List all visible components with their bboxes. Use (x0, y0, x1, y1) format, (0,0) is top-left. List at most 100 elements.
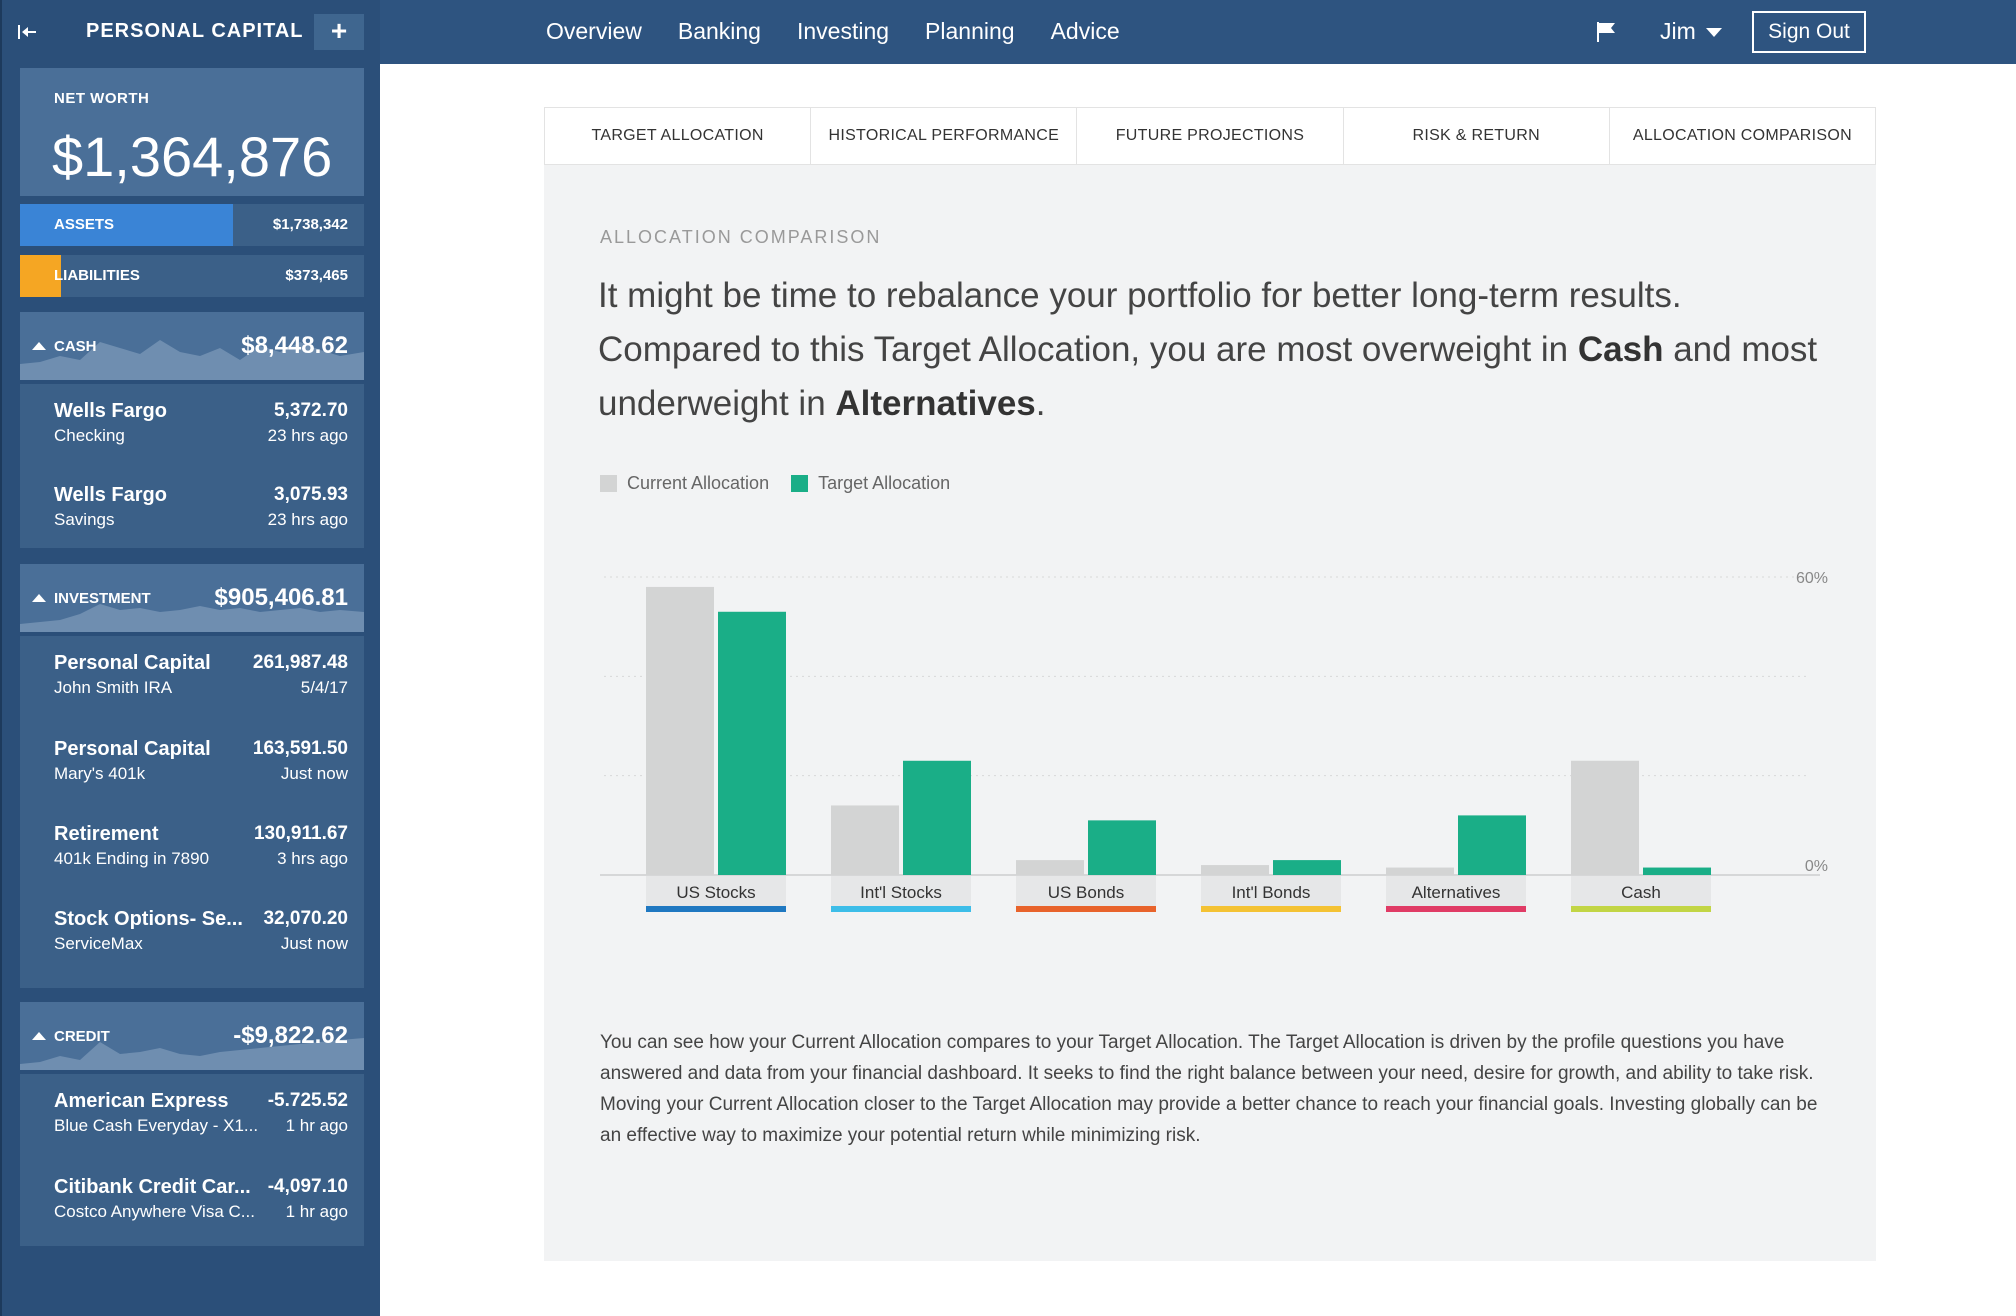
credit-accounts: American Express Blue Cash Everyday - X1… (20, 1074, 364, 1246)
legend-item-current[interactable]: Current Allocation (600, 473, 769, 494)
account-type: 401k Ending in 7890 (54, 849, 210, 868)
tab-allocation-comparison[interactable]: ALLOCATION COMPARISON (1632, 127, 1852, 144)
investment-accounts: Personal Capital John Smith IRA 261,987.… (20, 636, 364, 988)
legend-item-target[interactable]: Target Allocation (791, 473, 950, 494)
headline-underweight: Alternatives (835, 384, 1036, 423)
bar-current-allocation (1016, 860, 1084, 875)
account-balance: 32,070.20 (263, 908, 348, 929)
assets-value: $1,738,342 (272, 216, 348, 233)
account-updated: Just now (280, 934, 348, 953)
collapse-caret-icon[interactable] (32, 1032, 46, 1040)
investment-section-header[interactable]: INVESTMENT $905,406.81 (20, 564, 364, 632)
liabilities-value: $373,465 (285, 267, 348, 284)
category-label: US Stocks (676, 883, 755, 902)
bar-current-allocation (1386, 867, 1454, 875)
account-updated: Just now (280, 764, 348, 783)
legend-swatch (791, 475, 809, 492)
category-label: US Bonds (1048, 883, 1125, 902)
analysis-tabs: TARGET ALLOCATION HISTORICAL PERFORMANCE… (544, 107, 1876, 165)
account-name: Stock Options- Se... (54, 908, 243, 930)
investment-total: $905,406.81 (214, 584, 348, 611)
bar-current-allocation (831, 805, 899, 875)
y-tick-label: 0% (1805, 858, 1828, 875)
sign-out-button[interactable]: Sign Out (1752, 11, 1866, 53)
bar-target-allocation (1273, 860, 1341, 875)
account-updated: 1 hr ago (285, 1116, 348, 1135)
account-name: Wells Fargo (54, 484, 167, 506)
legend-swatch (600, 475, 617, 492)
category-label-box (1201, 876, 1341, 906)
account-item[interactable]: Retirement 401k Ending in 7890 130,911.6… (20, 823, 364, 903)
headline-text: and most underweight in (598, 330, 1818, 423)
investment-label: INVESTMENT (54, 590, 151, 607)
account-updated: 23 hrs ago (267, 510, 348, 529)
account-item[interactable]: American Express Blue Cash Everyday - X1… (20, 1090, 364, 1170)
nav-banking[interactable]: Banking (677, 18, 761, 44)
y-tick-label: 60% (1796, 570, 1828, 587)
cash-section-header[interactable]: CASH $8,448.62 (20, 312, 364, 380)
category-label: Int'l Bonds (1232, 883, 1311, 902)
category-color-bar (1201, 906, 1341, 912)
collapse-sidebar-icon[interactable] (16, 20, 40, 44)
account-item[interactable]: Wells Fargo Savings 3,075.93 23 hrs ago (20, 484, 364, 564)
category-label: Int'l Stocks (860, 883, 942, 902)
cash-total: $8,448.62 (241, 332, 348, 359)
account-item[interactable]: Stock Options- Se... ServiceMax 32,070.2… (20, 908, 364, 988)
tab-target-allocation[interactable]: TARGET ALLOCATION (545, 108, 812, 164)
account-type: ServiceMax (54, 934, 143, 953)
headline: It might be time to rebalance your portf… (598, 269, 1838, 431)
account-balance: -4,097.10 (267, 1176, 348, 1197)
nav-advice[interactable]: Advice (1050, 18, 1120, 44)
category-color-bar (1571, 906, 1711, 912)
account-item[interactable]: Citibank Credit Car... Costco Anywhere V… (20, 1176, 364, 1256)
collapse-caret-icon[interactable] (32, 342, 46, 350)
account-item[interactable]: Personal Capital Mary's 401k 163,591.50 … (20, 738, 364, 818)
account-balance: 163,591.50 (252, 738, 348, 759)
allocation-comparison-card: ALLOCATION COMPARISON It might be time t… (544, 165, 1876, 1261)
headline-overweight: Cash (1577, 330, 1664, 369)
net-worth-label: NET WORTH (54, 90, 150, 107)
assets-label: ASSETS (54, 216, 115, 233)
account-name: Personal Capital (54, 738, 211, 760)
bar-target-allocation (718, 611, 786, 875)
credit-section-header[interactable]: CREDIT -$9,822.62 (20, 1002, 364, 1070)
sidebar: PERSONAL CAPITAL + NET WORTH $1,364,876 … (0, 0, 380, 1316)
tab-risk-return[interactable]: RISK & RETURN (1344, 108, 1610, 164)
account-type: Checking (54, 426, 125, 445)
account-name: Retirement (54, 823, 159, 845)
credit-label: CREDIT (54, 1028, 110, 1045)
cash-sparkline (20, 340, 364, 380)
net-worth-value: $1,364,876 (52, 125, 333, 188)
allocation-bar-chart: 60% 0% US Stocks Int'l Stocks US Bonds Int'l … (600, 570, 1828, 912)
liabilities-row[interactable]: LIABILITIES $373,465 (20, 255, 364, 297)
nav-planning[interactable]: Planning (925, 18, 1015, 44)
net-worth-panel[interactable]: NET WORTH $1,364,876 (20, 68, 364, 196)
category-label: Alternatives (1412, 883, 1501, 902)
cash-accounts: Wells Fargo Checking 5,372.70 23 hrs ago… (20, 384, 364, 548)
category-label-box (1016, 876, 1156, 906)
chart-legend: Current Allocation Target Allocation (600, 473, 972, 494)
account-type: John Smith IRA (54, 678, 173, 697)
tab-historical-performance[interactable]: HISTORICAL PERFORMANCE (811, 108, 1078, 164)
tab-future-projections[interactable]: FUTURE PROJECTIONS (1077, 108, 1344, 164)
nav-investing[interactable]: Investing (796, 18, 890, 44)
account-type: Blue Cash Everyday - X1... (54, 1116, 259, 1135)
nav-overview[interactable]: Overview (546, 18, 642, 44)
bar-target-allocation (1088, 820, 1156, 875)
account-name: American Express (54, 1090, 229, 1112)
collapse-caret-icon[interactable] (32, 594, 46, 602)
assets-row[interactable]: ASSETS $1,738,342 (20, 204, 364, 246)
account-updated: 3 hrs ago (277, 849, 348, 868)
bar-current-allocation (1201, 865, 1269, 875)
account-item[interactable]: Personal Capital John Smith IRA 261,987.… (20, 652, 364, 732)
category-label-box (1571, 876, 1711, 906)
bar-target-allocation (1458, 815, 1526, 875)
investment-sparkline (20, 604, 364, 632)
user-menu[interactable]: Jim (1660, 18, 1722, 45)
add-account-button[interactable]: + (314, 14, 364, 50)
flag-icon[interactable] (1594, 20, 1618, 44)
account-updated: 5/4/17 (300, 678, 348, 697)
account-balance: -5.725.52 (267, 1090, 348, 1111)
bar-target-allocation (903, 760, 971, 875)
account-item[interactable]: Wells Fargo Checking 5,372.70 23 hrs ago (20, 400, 364, 480)
